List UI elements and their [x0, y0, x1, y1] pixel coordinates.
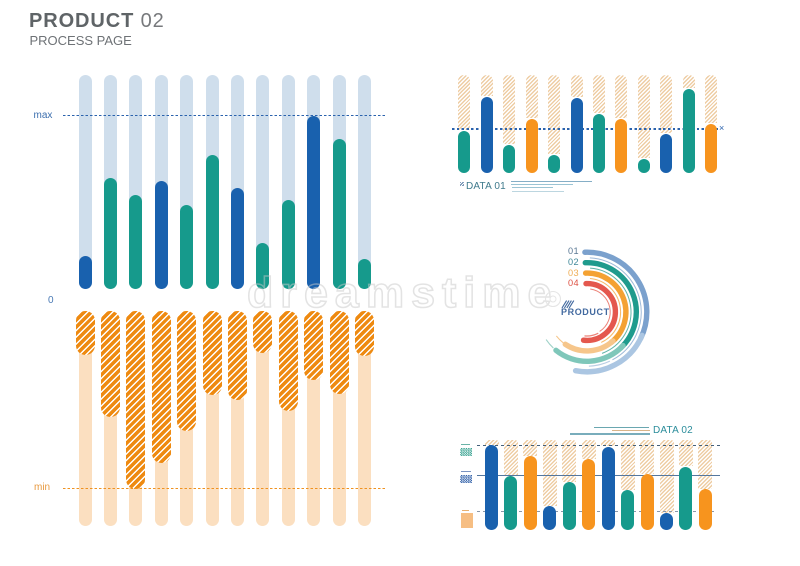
svg-text:dreamstime: dreamstime — [247, 269, 558, 317]
